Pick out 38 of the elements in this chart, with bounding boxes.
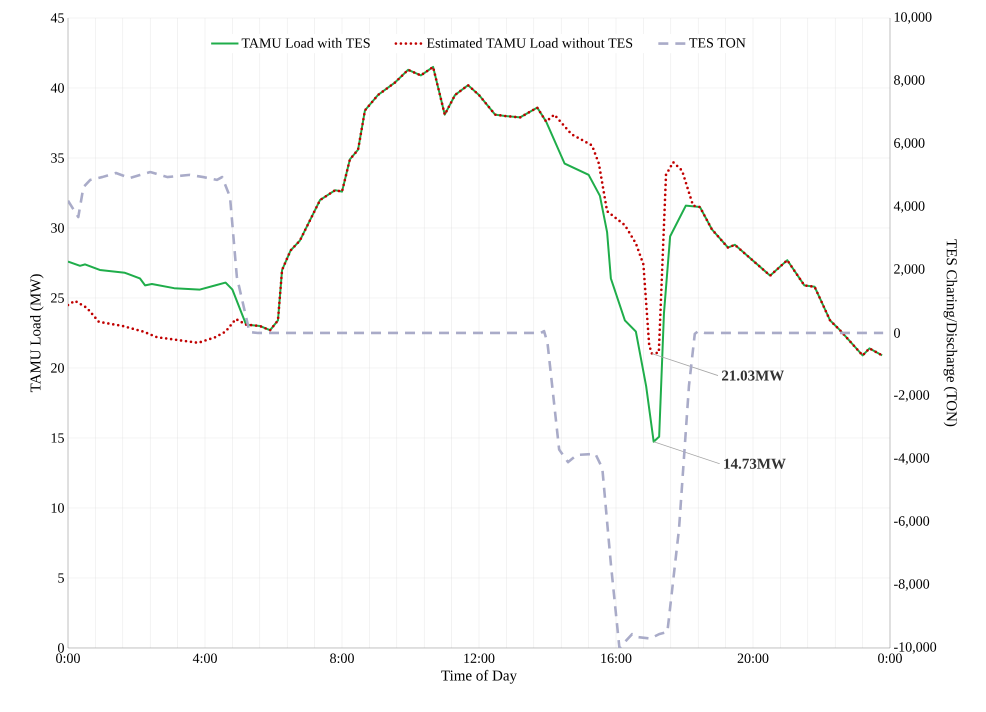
y2-tick-label: 2,000: [894, 264, 924, 276]
y-tick-label: 30: [51, 223, 64, 233]
legend-label: TAMU Load with TES: [242, 38, 370, 48]
annotation: 14.73MW: [724, 458, 786, 469]
y2-axis-title: TES Charing/Discharge (TON): [944, 239, 958, 426]
y-axis-title: TAMU Load (MW): [30, 274, 44, 392]
y2-tick-label: 10,000: [894, 12, 932, 24]
x-axis-title: Time of Day: [441, 670, 517, 684]
y2-tick-label: -10,000: [894, 642, 936, 654]
line-series: [68, 66, 884, 443]
y-tick-label: 25: [51, 293, 64, 303]
x-tick-label: 20:00: [738, 654, 768, 664]
x-tick-label: 0:00: [878, 654, 902, 664]
line-series: [68, 170, 884, 648]
legend-label: Estimated TAMU Load without TES: [426, 38, 632, 48]
y-tick-label: 40: [50, 83, 64, 93]
y2-tick-label: -8,000: [894, 579, 930, 591]
y-tick-label: 20: [51, 363, 64, 373]
y2-tick-label: 4,000: [894, 201, 924, 213]
y-tick-label: 0: [58, 643, 64, 653]
legend-label: TES TON: [689, 38, 746, 48]
annotation: 21.03MW: [722, 370, 784, 381]
x-tick-label: 8:00: [330, 654, 354, 664]
y-tick-label: 15: [52, 433, 64, 443]
x-tick-label: 0:00: [56, 654, 80, 664]
x-tick-label: 16:00: [601, 654, 632, 664]
y-tick-label: 45: [50, 13, 64, 23]
y-tick-label: 10: [52, 503, 64, 513]
x-tick-label: 4:00: [192, 654, 217, 664]
x-tick-label: 12:00: [464, 654, 494, 664]
y2-tick-label: -4,000: [894, 453, 930, 465]
y2-tick-label: -6,000: [894, 516, 930, 528]
y2-tick-label: 0: [894, 328, 900, 338]
y-tick-label: 5: [58, 573, 64, 583]
y2-tick-label: 8,000: [894, 75, 924, 87]
y2-tick-label: 6,000: [894, 138, 924, 150]
y2-tick-label: -2,000: [894, 390, 930, 402]
y-tick-label: 35: [51, 153, 64, 163]
